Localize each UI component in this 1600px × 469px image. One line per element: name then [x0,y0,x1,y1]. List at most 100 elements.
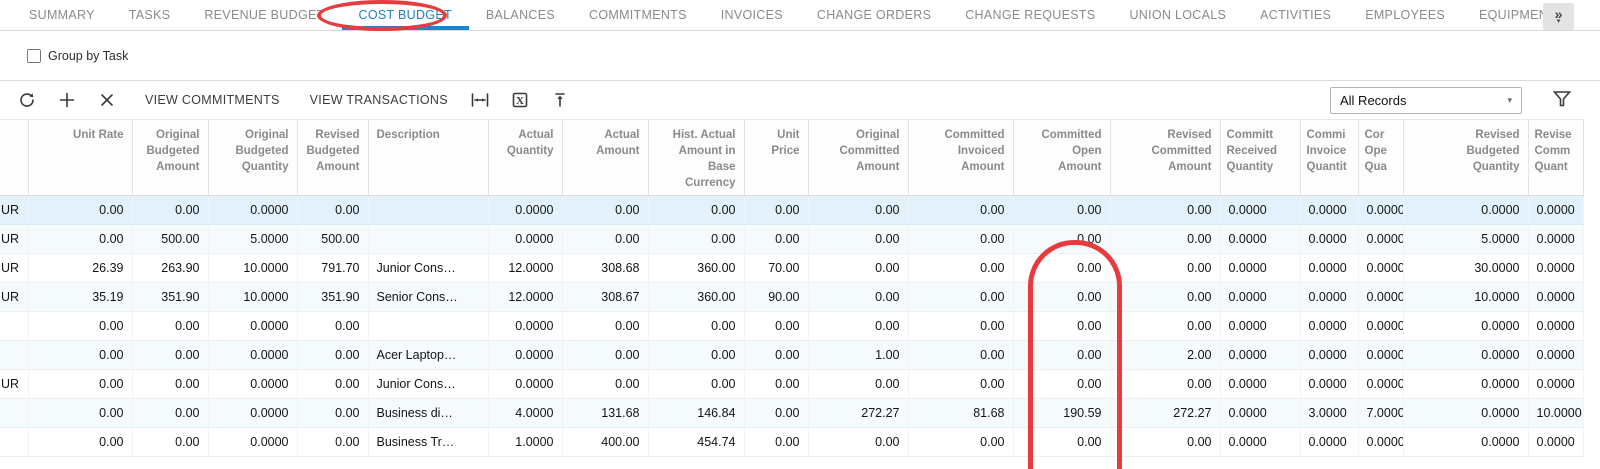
cell-unit-price[interactable]: 0.00 [744,428,808,457]
cell-revised-committed-quantity[interactable]: 0.0000 [1528,312,1583,341]
table-row[interactable]: UR0.00500.005.0000500.000.00000.000.000.… [0,225,1583,254]
cell-original-committed-amount[interactable]: 0.00 [808,283,908,312]
cell-revised-budgeted-amount[interactable]: 0.00 [297,370,368,399]
cell-actual-quantity[interactable]: 4.0000 [488,399,562,428]
cell-actual-amount[interactable]: 131.68 [562,399,648,428]
cell-revised-budgeted-quantity[interactable]: 0.0000 [1403,341,1528,370]
tab-overflow-button[interactable]: » ▾ [1543,3,1574,30]
cell-committed-invoice-quantity[interactable]: 0.0000 [1300,341,1358,370]
cell-unit-rate[interactable]: 35.19 [28,283,132,312]
cell-actual-amount[interactable]: 0.00 [562,225,648,254]
cell-original-budgeted-quantity[interactable]: 0.0000 [208,428,297,457]
cell-committed-invoice-quantity[interactable]: 0.0000 [1300,370,1358,399]
column-header-revised-budgeted-quantity[interactable]: Revised Budgeted Quantity [1403,120,1528,196]
cell-actual-quantity[interactable]: 1.0000 [488,428,562,457]
cell-committed-open-quantity[interactable]: 0.0000 [1358,341,1403,370]
cell-revised-committed-quantity[interactable]: 0.0000 [1528,428,1583,457]
cell-revised-budgeted-quantity[interactable]: 0.0000 [1403,312,1528,341]
records-filter-select[interactable]: All Records ▾ [1330,87,1522,114]
column-header-committed-open-amount[interactable]: Committed Open Amount [1013,120,1110,196]
cell-original-budgeted-amount[interactable]: 0.00 [132,341,208,370]
table-row[interactable]: UR35.19351.9010.0000351.90Senior Cons…12… [0,283,1583,312]
cell-description[interactable] [368,196,488,225]
tab-summary[interactable]: SUMMARY [12,0,112,30]
table-row[interactable]: 0.000.000.00000.00Business Tr…1.0000400.… [0,428,1583,457]
cell-unit-rate[interactable]: 0.00 [28,370,132,399]
cell-original-budgeted-quantity[interactable]: 10.0000 [208,283,297,312]
column-header-committed-invoice-quantity[interactable]: Commi Invoice Quantit [1300,120,1358,196]
cell-committed-open-quantity[interactable]: 7.0000 [1358,399,1403,428]
cell-uom[interactable]: UR [0,225,28,254]
cell-committed-open-quantity[interactable]: 0.0000 [1358,312,1403,341]
cell-committed-open-amount[interactable]: 0.00 [1013,254,1110,283]
tab-cost-budget[interactable]: COST BUDGET [342,0,469,30]
column-header-unit-price[interactable]: Unit Price [744,120,808,196]
tab-revenue-budget[interactable]: REVENUE BUDGET [187,0,341,30]
view-transactions-button[interactable]: VIEW TRANSACTIONS [295,85,463,115]
cell-original-committed-amount[interactable]: 0.00 [808,312,908,341]
cell-unit-price[interactable]: 0.00 [744,399,808,428]
column-header-revised-budgeted-amount[interactable]: Revised Budgeted Amount [297,120,368,196]
cell-revised-committed-amount[interactable]: 0.00 [1110,370,1220,399]
cell-committed-invoice-quantity[interactable]: 0.0000 [1300,225,1358,254]
upload-button[interactable] [543,85,577,115]
cell-unit-price[interactable]: 0.00 [744,196,808,225]
cell-actual-quantity[interactable]: 12.0000 [488,283,562,312]
cell-committed-invoice-quantity[interactable]: 0.0000 [1300,196,1358,225]
cell-original-budgeted-quantity[interactable]: 5.0000 [208,225,297,254]
cell-original-budgeted-quantity[interactable]: 0.0000 [208,312,297,341]
column-header-description[interactable]: Description [368,120,488,196]
cell-unit-rate[interactable]: 0.00 [28,312,132,341]
cell-hist-actual-amount-in-base-currency[interactable]: 454.74 [648,428,744,457]
cell-original-committed-amount[interactable]: 0.00 [808,225,908,254]
cell-original-budgeted-quantity[interactable]: 0.0000 [208,399,297,428]
cell-actual-amount[interactable]: 0.00 [562,370,648,399]
cell-unit-rate[interactable]: 0.00 [28,399,132,428]
cell-revised-committed-quantity[interactable]: 0.0000 [1528,225,1583,254]
cell-actual-quantity[interactable]: 0.0000 [488,196,562,225]
column-header-original-budgeted-amount[interactable]: Original Budgeted Amount [132,120,208,196]
cell-committed-open-quantity[interactable]: 0.0000 [1358,225,1403,254]
cell-committed-received-quantity[interactable]: 0.0000 [1220,312,1300,341]
cell-revised-budgeted-quantity[interactable]: 10.0000 [1403,283,1528,312]
cell-original-budgeted-quantity[interactable]: 0.0000 [208,341,297,370]
cell-uom[interactable]: UR [0,370,28,399]
cell-hist-actual-amount-in-base-currency[interactable]: 0.00 [648,312,744,341]
cell-unit-rate[interactable]: 0.00 [28,225,132,254]
column-header-hist-actual-amount-in-base-currency[interactable]: Hist. Actual Amount in Base Currency [648,120,744,196]
cell-committed-invoiced-amount[interactable]: 0.00 [908,283,1013,312]
cell-original-committed-amount[interactable]: 0.00 [808,428,908,457]
cell-revised-budgeted-amount[interactable]: 791.70 [297,254,368,283]
cell-hist-actual-amount-in-base-currency[interactable]: 146.84 [648,399,744,428]
tab-commitments[interactable]: COMMITMENTS [572,0,704,30]
cell-uom[interactable] [0,341,28,370]
cell-original-committed-amount[interactable]: 0.00 [808,196,908,225]
cell-revised-budgeted-quantity[interactable]: 0.0000 [1403,196,1528,225]
table-row[interactable]: UR0.000.000.00000.000.00000.000.000.000.… [0,196,1583,225]
tab-balances[interactable]: BALANCES [469,0,572,30]
table-row[interactable]: UR0.000.000.00000.00Junior Cons…0.00000.… [0,370,1583,399]
filter-settings-button[interactable] [1552,89,1572,114]
column-header-committed-received-quantity[interactable]: Committ Received Quantity [1220,120,1300,196]
table-row[interactable]: 0.000.000.00000.000.00000.000.000.000.00… [0,312,1583,341]
cell-description[interactable]: Business Tr… [368,428,488,457]
table-row[interactable]: 0.000.000.00000.00Business di…4.0000131.… [0,399,1583,428]
cell-original-budgeted-amount[interactable]: 0.00 [132,399,208,428]
cell-unit-price[interactable]: 0.00 [744,312,808,341]
cell-original-budgeted-quantity[interactable]: 10.0000 [208,254,297,283]
cell-committed-invoiced-amount[interactable]: 0.00 [908,341,1013,370]
cell-committed-open-amount[interactable]: 190.59 [1013,399,1110,428]
column-header-committed-invoiced-amount[interactable]: Committed Invoiced Amount [908,120,1013,196]
cell-revised-budgeted-quantity[interactable]: 30.0000 [1403,254,1528,283]
cell-revised-committed-amount[interactable]: 0.00 [1110,225,1220,254]
cell-unit-rate[interactable]: 0.00 [28,196,132,225]
cell-unit-price[interactable]: 90.00 [744,283,808,312]
tab-union-locals[interactable]: UNION LOCALS [1112,0,1243,30]
cell-description[interactable] [368,312,488,341]
cell-actual-amount[interactable]: 0.00 [562,341,648,370]
cell-committed-open-quantity[interactable]: 0.0000 [1358,370,1403,399]
cell-committed-open-quantity[interactable]: 0.0000 [1358,428,1403,457]
table-row[interactable]: UR26.39263.9010.0000791.70Junior Cons…12… [0,254,1583,283]
tab-invoices[interactable]: INVOICES [704,0,800,30]
add-row-button[interactable] [50,85,84,115]
